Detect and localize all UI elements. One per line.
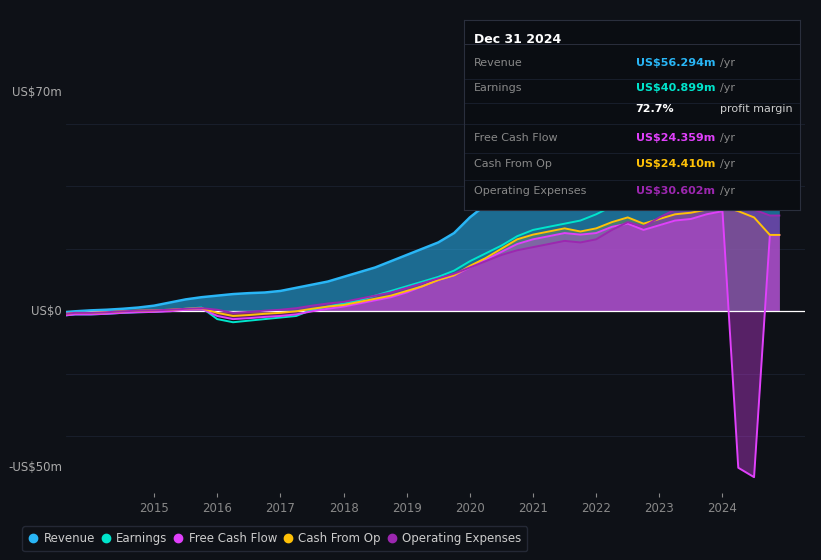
Text: Cash From Op: Cash From Op [474,159,552,169]
Text: Revenue: Revenue [474,58,523,68]
Text: /yr: /yr [720,133,735,143]
Text: Dec 31 2024: Dec 31 2024 [474,33,562,46]
Text: Earnings: Earnings [474,83,522,93]
Text: US$40.899m: US$40.899m [635,83,715,93]
Text: US$30.602m: US$30.602m [635,186,714,196]
Text: US$24.410m: US$24.410m [635,159,715,169]
Text: Operating Expenses: Operating Expenses [474,186,586,196]
Text: /yr: /yr [720,58,735,68]
Text: /yr: /yr [720,159,735,169]
Text: /yr: /yr [720,186,735,196]
Text: US$0: US$0 [31,305,62,318]
Text: US$24.359m: US$24.359m [635,133,715,143]
Text: profit margin: profit margin [720,104,792,114]
Text: 72.7%: 72.7% [635,104,674,114]
Text: /yr: /yr [720,83,735,93]
Text: Free Cash Flow: Free Cash Flow [474,133,557,143]
Text: -US$50m: -US$50m [8,461,62,474]
Legend: Revenue, Earnings, Free Cash Flow, Cash From Op, Operating Expenses: Revenue, Earnings, Free Cash Flow, Cash … [22,526,527,551]
Text: US$70m: US$70m [12,86,62,99]
Text: US$56.294m: US$56.294m [635,58,715,68]
